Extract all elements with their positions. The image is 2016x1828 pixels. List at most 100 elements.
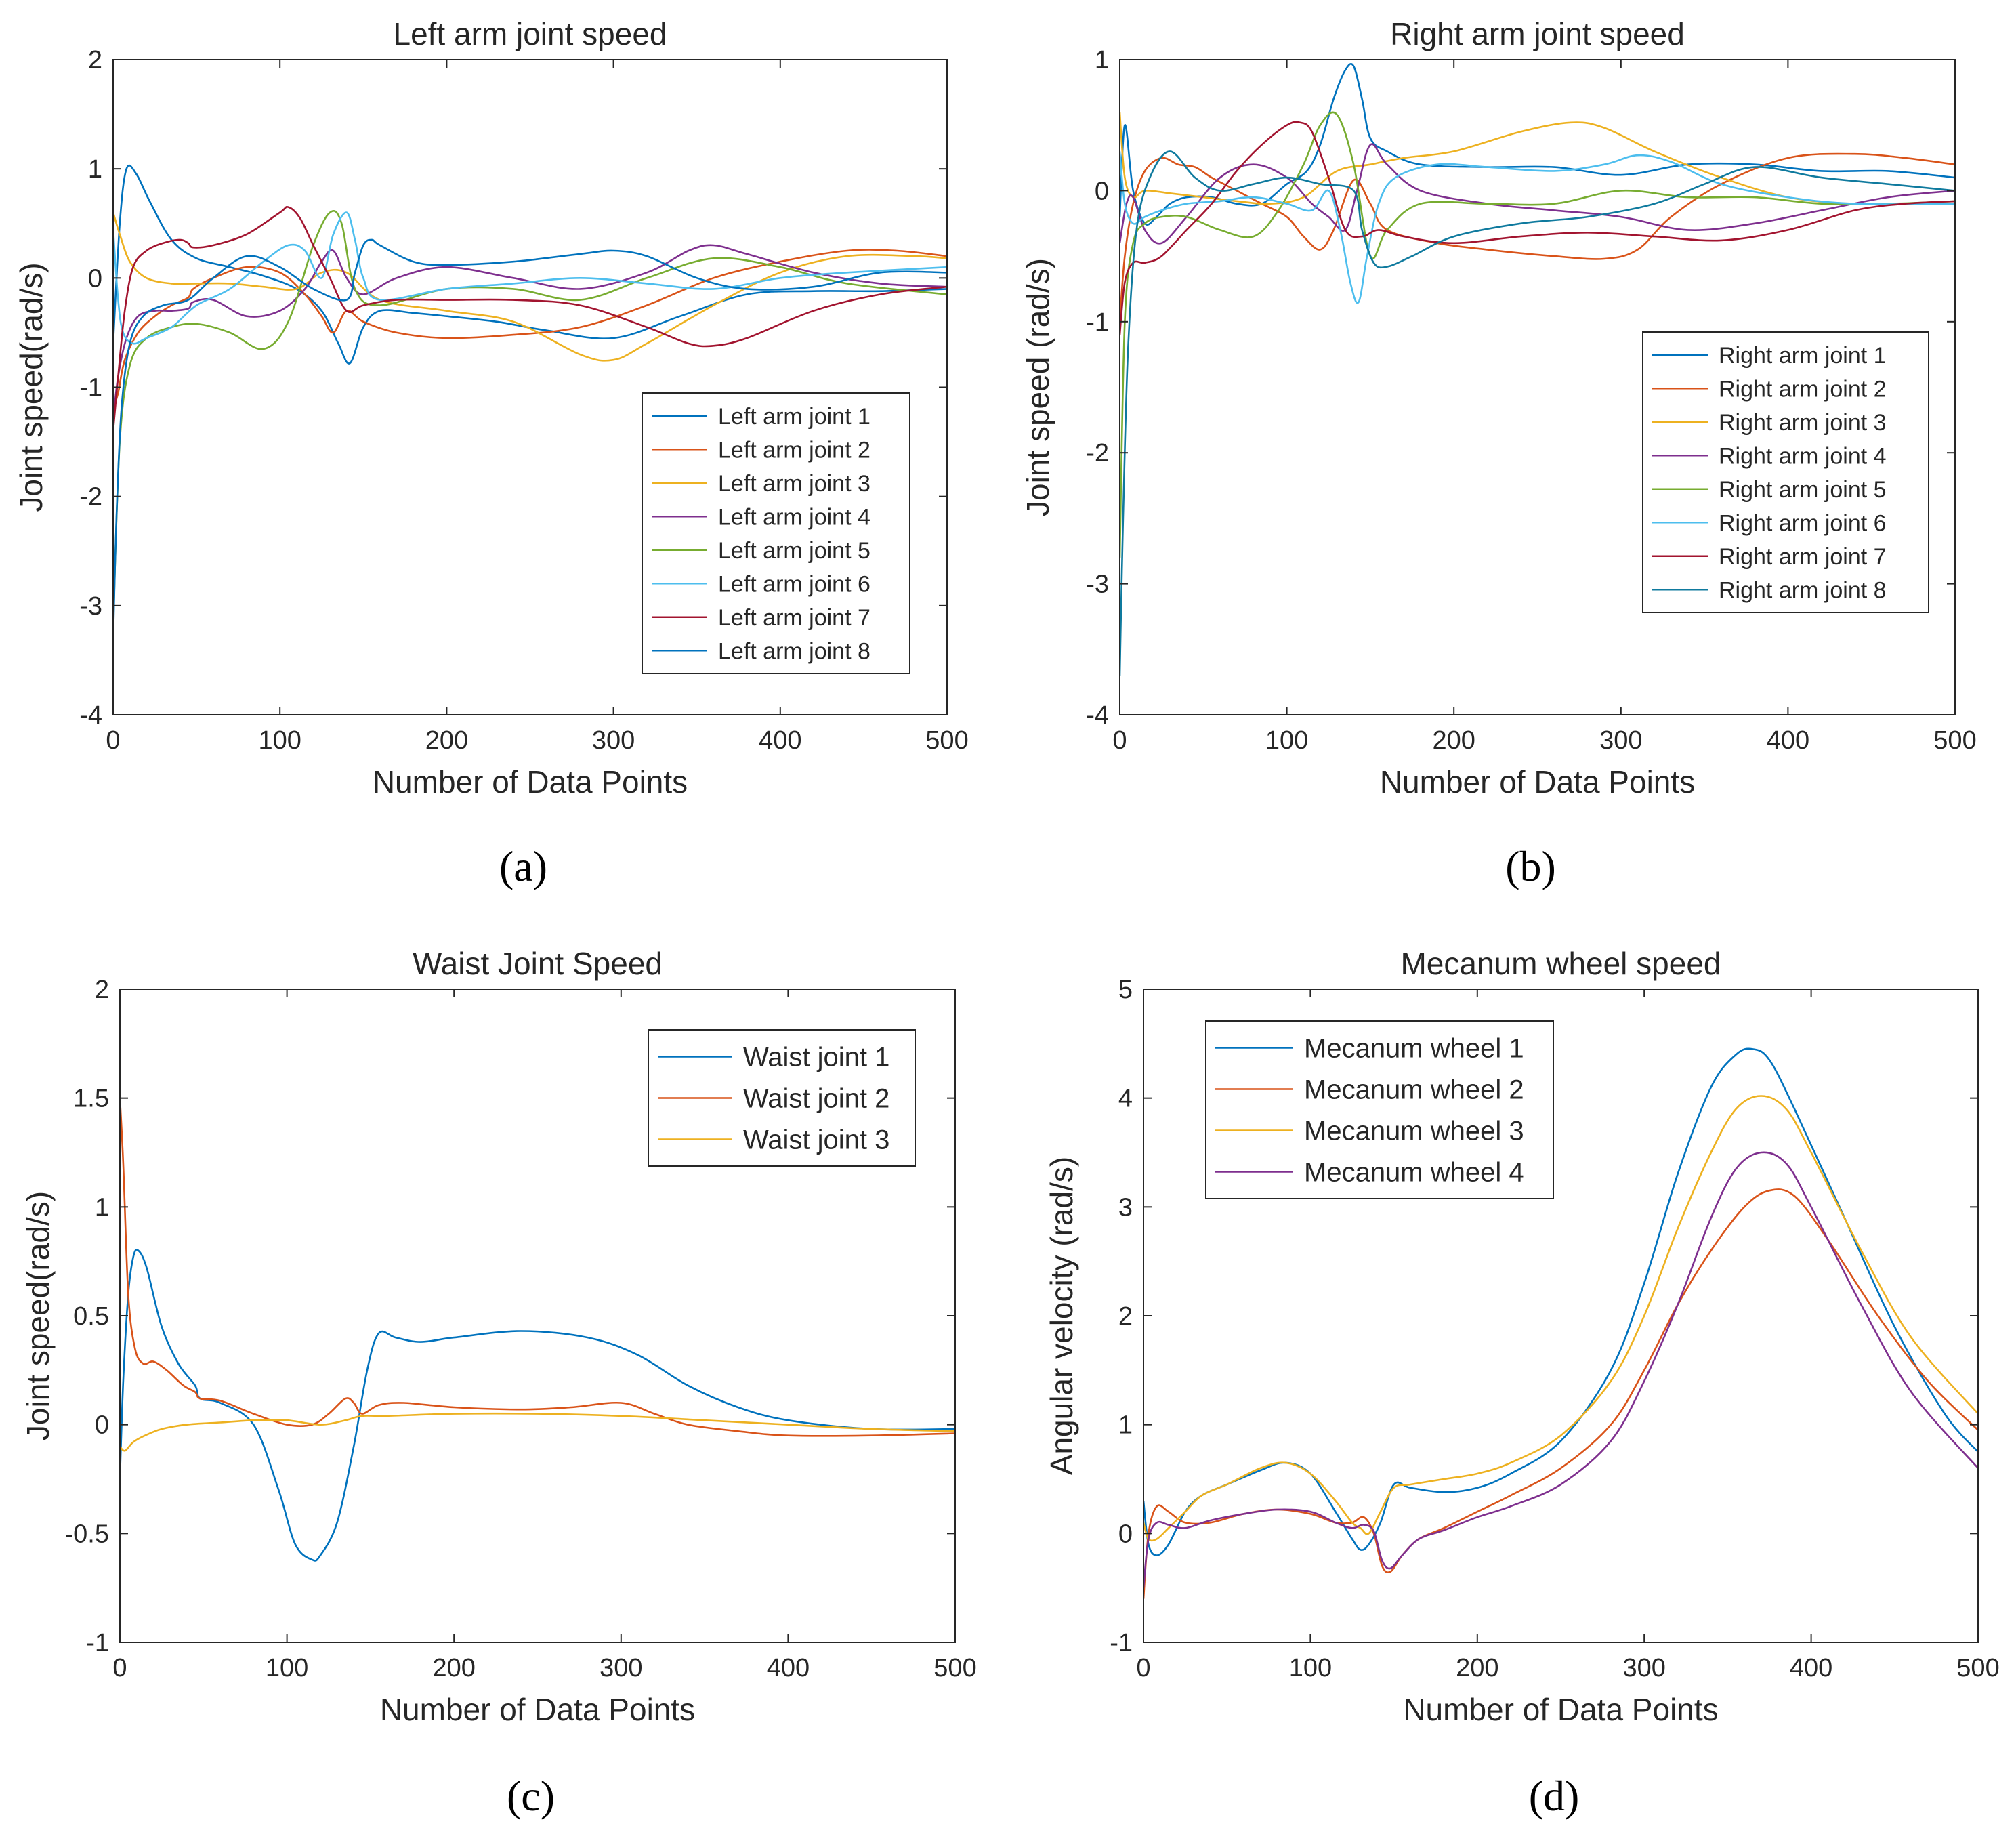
legend-entry: Left arm joint 6 bbox=[718, 571, 870, 597]
series-line-2 bbox=[1120, 152, 1955, 322]
y-tick-label: -3 bbox=[79, 592, 102, 621]
series-lines bbox=[1143, 1047, 1978, 1599]
series-line-3 bbox=[1120, 112, 1955, 205]
legend-box bbox=[642, 392, 910, 674]
series-line-3 bbox=[120, 1412, 955, 1452]
x-tick-label: 0 bbox=[1136, 1654, 1150, 1682]
y-tick-label: 0 bbox=[88, 264, 102, 293]
y-tick-label: 0 bbox=[95, 1411, 109, 1440]
y-axis-label: Joint speed(rad/s) bbox=[20, 1191, 56, 1440]
legend-entry: Waist joint 1 bbox=[743, 1043, 889, 1073]
x-tick-label: 400 bbox=[759, 726, 801, 755]
legend-entry: Left arm joint 8 bbox=[718, 638, 870, 664]
chart-panel-a: 0 100 200 300 400 500 -4 -3 -2 -1 0 1 2 Left arm join… bbox=[14, 16, 969, 890]
legend-entry: Mecanum wheel 4 bbox=[1304, 1158, 1524, 1188]
series-line-1 bbox=[120, 1249, 955, 1562]
y-tick-label: 2 bbox=[95, 976, 109, 1004]
x-tick-label: 500 bbox=[1956, 1654, 1999, 1682]
panel-caption: (d) bbox=[1529, 1772, 1580, 1820]
series-line-5 bbox=[1120, 111, 1955, 558]
plot-title: Mecanum wheel speed bbox=[1400, 946, 1721, 981]
legend-entry: Right arm joint 8 bbox=[1719, 577, 1887, 603]
y-axis-label: Angular velocity (rad/s) bbox=[1044, 1157, 1079, 1475]
x-tick-label: 500 bbox=[925, 726, 968, 755]
y-tick-label: 1.5 bbox=[73, 1085, 109, 1113]
series-line-6 bbox=[1120, 151, 1955, 304]
x-tick-label: 100 bbox=[1289, 1654, 1332, 1682]
y-axis-label: Joint speed (rad/s) bbox=[1020, 258, 1055, 516]
legend: Mecanum wheel 1 Mecanum wheel 2 Mecanum wh… bbox=[1205, 1020, 1554, 1199]
y-tick-label: 0 bbox=[1095, 177, 1109, 205]
x-tick-label: 0 bbox=[106, 726, 120, 755]
series-line-1 bbox=[113, 164, 947, 365]
x-tick-label: 200 bbox=[1432, 726, 1475, 755]
legend-entry: Left arm joint 7 bbox=[718, 605, 870, 631]
plot-title: Waist Joint Speed bbox=[413, 946, 663, 981]
panel-caption: (b) bbox=[1505, 842, 1556, 890]
series-line-7 bbox=[113, 205, 947, 432]
legend-entry: Left arm joint 1 bbox=[718, 404, 870, 430]
x-axis-label: Number of Data Points bbox=[1380, 764, 1695, 799]
legend-entry: Left arm joint 3 bbox=[718, 471, 870, 497]
x-tick-label: 300 bbox=[1622, 1654, 1665, 1682]
x-tick-label: 400 bbox=[767, 1654, 810, 1682]
legend-entry: Waist joint 2 bbox=[743, 1084, 889, 1114]
y-tick-label: 1 bbox=[88, 155, 102, 184]
y-tick-label: 0.5 bbox=[73, 1302, 109, 1331]
chart-panel-c: 0 100 200 300 400 500 -1 -0.5 0 0.5 1 1.5 2 Waist Joi… bbox=[20, 946, 977, 1820]
y-tick-label: 2 bbox=[1118, 1302, 1133, 1331]
y-tick-label: 1 bbox=[95, 1193, 109, 1222]
series-line-4 bbox=[113, 244, 947, 420]
legend-entry: Right arm joint 4 bbox=[1719, 443, 1887, 469]
x-tick-label: 0 bbox=[112, 1654, 127, 1682]
y-tick-label: -2 bbox=[79, 483, 102, 512]
series-line-4 bbox=[1143, 1151, 1978, 1588]
x-tick-label: 100 bbox=[258, 726, 301, 755]
legend-entry: Mecanum wheel 2 bbox=[1304, 1075, 1524, 1105]
x-axis-label: Number of Data Points bbox=[373, 764, 688, 799]
y-tick-label: 2 bbox=[88, 46, 102, 75]
series-line-2 bbox=[1143, 1188, 1978, 1599]
y-tick-label: 1 bbox=[1095, 46, 1109, 75]
legend-box bbox=[1205, 1020, 1554, 1199]
x-tick-label: 500 bbox=[1933, 726, 1976, 755]
legend-entry: Right arm joint 5 bbox=[1719, 477, 1887, 503]
series-line-8 bbox=[1120, 150, 1955, 676]
legend-entry: Right arm joint 7 bbox=[1719, 544, 1887, 570]
series-line-8 bbox=[113, 238, 947, 639]
x-tick-label: 400 bbox=[1790, 1654, 1832, 1682]
x-tick-label: 0 bbox=[1112, 726, 1127, 755]
y-tick-label: 3 bbox=[1118, 1193, 1133, 1222]
x-tick-label: 100 bbox=[1265, 726, 1308, 755]
x-tick-label: 200 bbox=[432, 1654, 475, 1682]
legend-entry: Right arm joint 3 bbox=[1719, 410, 1887, 436]
series-line-2 bbox=[120, 1098, 955, 1437]
y-tick-label: -1 bbox=[79, 374, 102, 402]
y-tick-label: 4 bbox=[1118, 1085, 1133, 1113]
y-tick-label: 1 bbox=[1118, 1411, 1133, 1440]
series-line-3 bbox=[113, 212, 947, 362]
y-tick-label: -4 bbox=[79, 701, 102, 730]
series-line-6 bbox=[113, 211, 947, 345]
x-axis-label: Number of Data Points bbox=[380, 1692, 695, 1727]
x-tick-label: 300 bbox=[1599, 726, 1642, 755]
x-tick-label: 200 bbox=[1456, 1654, 1498, 1682]
x-tick-label: 300 bbox=[592, 726, 635, 755]
x-tick-label: 400 bbox=[1767, 726, 1809, 755]
legend-entry: Mecanum wheel 1 bbox=[1304, 1034, 1524, 1064]
legend-entry: Mecanum wheel 3 bbox=[1304, 1117, 1524, 1146]
y-tick-label: -1 bbox=[1086, 308, 1109, 337]
y-tick-label: 0 bbox=[1118, 1520, 1133, 1548]
plot-title: Left arm joint speed bbox=[393, 16, 667, 51]
legend-entry: Right arm joint 6 bbox=[1719, 510, 1887, 536]
series-lines bbox=[113, 164, 947, 639]
legend-entry: Waist joint 3 bbox=[743, 1125, 889, 1155]
series-lines bbox=[1120, 62, 1955, 676]
x-tick-label: 100 bbox=[266, 1654, 308, 1682]
panel-caption: (a) bbox=[499, 842, 547, 890]
y-tick-label: -4 bbox=[1086, 701, 1109, 730]
y-tick-label: 5 bbox=[1118, 976, 1133, 1004]
y-tick-label: -3 bbox=[1086, 570, 1109, 599]
